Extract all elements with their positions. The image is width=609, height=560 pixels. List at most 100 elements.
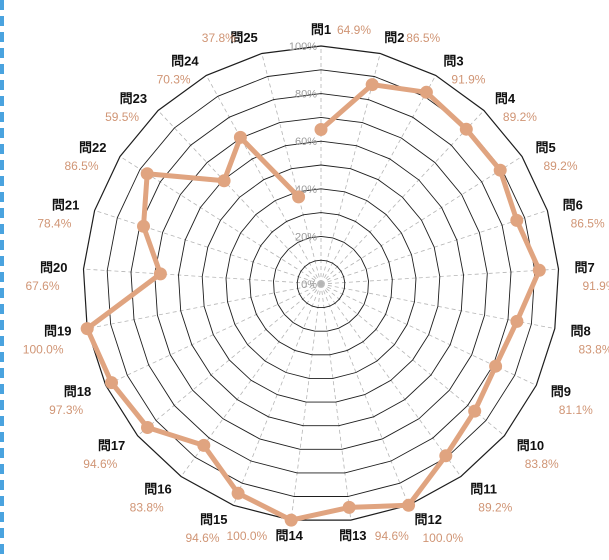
data-point <box>342 500 356 514</box>
data-point <box>419 85 433 99</box>
category-label: 問3 <box>443 53 463 68</box>
series-layer <box>80 78 546 527</box>
value-label: 97.3% <box>49 403 83 417</box>
radial-tick-label: 0% <box>301 279 317 291</box>
value-label: 86.5% <box>64 159 98 173</box>
data-point <box>231 486 245 500</box>
data-point <box>284 513 298 527</box>
radar-grid-ring <box>154 116 488 450</box>
value-label: 86.5% <box>571 217 605 231</box>
radial-tick-label: 100% <box>289 41 317 53</box>
data-point <box>217 174 231 188</box>
radial-tick-label: 60% <box>295 136 317 148</box>
value-label: 89.2% <box>503 110 537 124</box>
left-dashed-border <box>0 0 4 560</box>
data-point <box>493 163 507 177</box>
value-label: 67.6% <box>25 279 59 293</box>
category-label: 問18 <box>64 384 91 399</box>
category-label: 問22 <box>79 140 106 155</box>
radial-tick-label: 80% <box>295 89 317 101</box>
value-label: 81.1% <box>559 403 593 417</box>
value-label: 89.2% <box>478 501 512 515</box>
category-label: 問20 <box>40 260 67 275</box>
radar-grid-ring <box>130 93 512 474</box>
category-labels: 問1 64.9% 問2 86.5%問391.9%問489.2%問589.2%問686.… <box>23 22 609 545</box>
data-point <box>292 190 306 204</box>
data-point <box>439 449 453 463</box>
category-label: 問23 <box>120 91 147 106</box>
category-label: 問9 <box>551 384 571 399</box>
category-label: 問2 <box>384 30 404 45</box>
value-label: 100.0% <box>423 531 464 545</box>
category-label: 問24 <box>171 53 199 68</box>
radar-grid-ring <box>82 45 560 521</box>
category-label: 問14 <box>275 528 303 543</box>
radar-spoke <box>205 75 322 285</box>
data-point <box>197 438 211 452</box>
radar-grid <box>82 45 560 521</box>
radar-spoke <box>320 75 437 285</box>
value-label: 89.2% <box>544 159 578 173</box>
data-point <box>532 263 546 277</box>
data-point <box>141 421 154 434</box>
category-label: 問5 <box>536 140 556 155</box>
category-label: 問11 <box>470 482 497 497</box>
radar-grid-ring <box>178 140 464 427</box>
category-label: 問8 <box>571 324 591 339</box>
value-label: 91.9% <box>583 279 609 293</box>
radar-spoke <box>157 110 322 285</box>
category-label: 問17 <box>98 438 125 453</box>
radar-spoke <box>320 283 462 477</box>
radar-grid-ring <box>225 188 417 379</box>
value-label: 100.0% <box>23 343 64 357</box>
value-label: 70.3% <box>157 72 191 86</box>
value-label: 37.8% <box>202 31 236 45</box>
radial-tick-label: 20% <box>295 231 317 243</box>
value-label: 78.4% <box>37 217 71 231</box>
value-label: 83.8% <box>579 343 609 357</box>
category-label: 問7 <box>575 260 595 275</box>
radar-grid-ring <box>296 259 346 309</box>
radar-spoke <box>320 268 559 285</box>
value-label: 91.9% <box>451 72 485 86</box>
value-label: 59.5% <box>105 110 139 124</box>
data-point <box>153 267 167 281</box>
value-label: 100.0% <box>226 529 267 543</box>
data-point <box>510 314 524 328</box>
data-point <box>459 122 473 136</box>
category-label: 問12 <box>415 512 442 527</box>
radar-spoke <box>320 110 485 285</box>
radar-grid-ring <box>201 164 441 403</box>
data-point <box>140 167 154 181</box>
data-point <box>365 78 379 92</box>
category-label: 問25 <box>230 30 257 45</box>
series-line <box>84 82 542 523</box>
value-label: 94.6% <box>185 531 219 545</box>
category-label: 問6 <box>563 198 583 213</box>
data-point <box>314 123 328 136</box>
data-point <box>233 130 247 144</box>
category-label: 問4 <box>495 91 516 106</box>
radar-grid-ring <box>106 69 536 497</box>
value-label: 83.8% <box>525 457 559 471</box>
value-label: 94.6% <box>375 529 409 543</box>
value-label: 64.9% <box>337 23 371 37</box>
category-label: 問15 <box>200 512 227 527</box>
category-label: 問19 <box>44 324 71 339</box>
category-label: 問10 <box>517 438 544 453</box>
category-label: 問13 <box>339 528 366 543</box>
data-point <box>510 213 524 227</box>
radar-grid-ring <box>249 212 393 356</box>
value-label: 86.5% <box>406 31 440 45</box>
value-label: 83.8% <box>130 501 164 515</box>
data-point <box>80 322 94 336</box>
radar-spoke <box>137 283 322 437</box>
radar-grid-ring <box>273 235 369 332</box>
category-label: 問1 <box>311 22 331 37</box>
data-point <box>489 359 503 373</box>
data-point <box>137 219 150 233</box>
category-label: 問21 <box>52 198 79 213</box>
data-point <box>402 498 416 512</box>
value-label: 94.6% <box>83 457 117 471</box>
